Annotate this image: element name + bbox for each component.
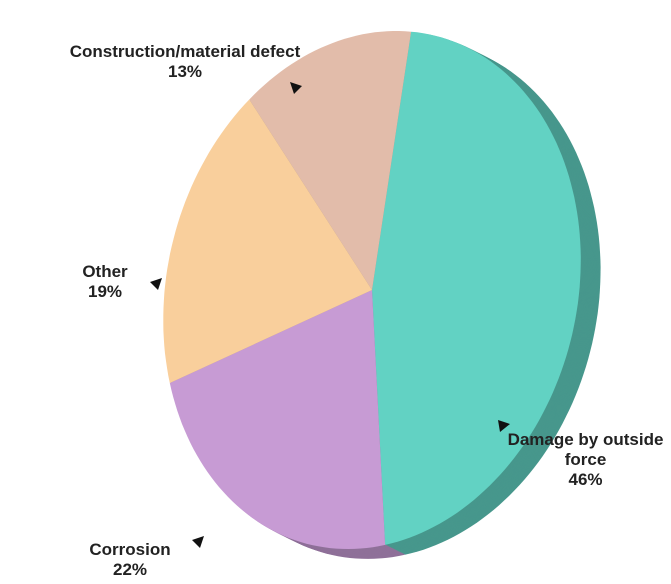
label-value: 22%	[112, 560, 148, 579]
label-name: Corrosion	[89, 540, 171, 559]
slice	[249, 31, 412, 290]
label-value: 46%	[568, 470, 603, 489]
label-name: Construction/material defect	[69, 42, 301, 61]
slice-label: Other 19%	[60, 262, 150, 302]
label-value: 13%	[167, 62, 203, 81]
label-name: Damage by outside force	[507, 430, 664, 469]
slice-label: Construction/material defect 13%	[40, 42, 330, 82]
pie	[163, 31, 601, 559]
slice-label: Corrosion 22%	[60, 540, 200, 580]
arrow	[150, 278, 162, 290]
slice	[163, 99, 372, 383]
slice	[169, 290, 386, 549]
arrow	[498, 420, 510, 432]
slice	[372, 31, 581, 545]
label-name: Other	[82, 262, 128, 281]
label-value: 19%	[87, 282, 123, 301]
arrow	[192, 536, 204, 548]
slice-label: Damage by outside force 46%	[500, 430, 671, 490]
arrow	[290, 82, 302, 94]
